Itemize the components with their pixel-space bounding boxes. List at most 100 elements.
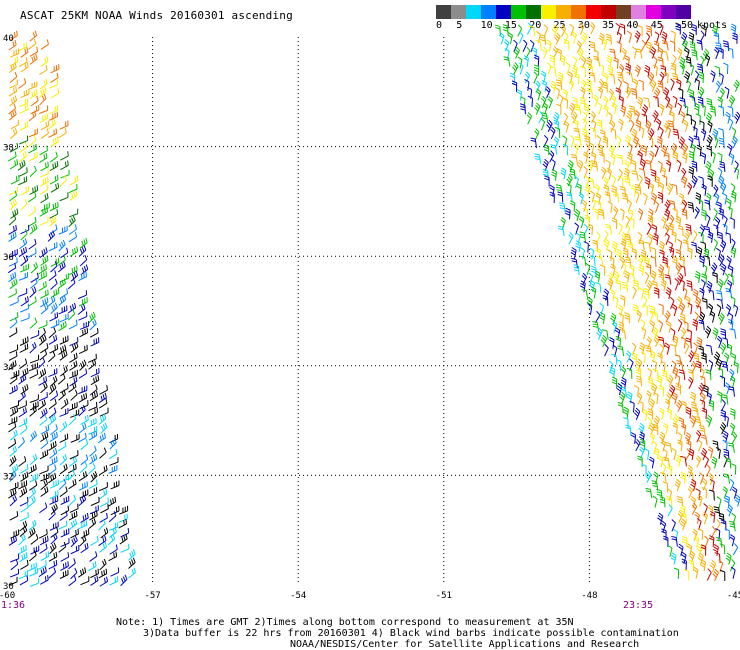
wind-barb-feather [688,371,694,375]
wind-barb-feather [45,478,48,485]
note-line-2: 3)Data buffer is 22 hrs from 20160301 4)… [143,628,679,639]
wind-barb-feather [129,552,133,558]
wind-barb-feather [540,39,546,42]
wind-barb-feather [652,64,658,68]
wind-barb-feather [723,354,729,359]
wind-barb-feather [649,400,654,405]
wind-barb-feather [599,32,605,37]
wind-barb-feather [679,99,685,103]
wind-barb-feather [682,151,688,155]
wind-barb-feather [44,349,48,355]
wind-barb-feather [534,107,539,112]
wind-barb-feather [53,567,57,573]
wind-barb-feather [619,208,625,212]
wind-barb-feather [591,165,598,168]
wind-barb [48,133,57,138]
wind-barb-feather [568,162,573,167]
wind-barb-feather [685,226,691,229]
wind-barb-feather [587,164,592,169]
wind-barb-feather [556,81,562,85]
wind-barb-feather [689,95,695,99]
wind-barb-feather [14,494,18,500]
wind-barb-feather [511,80,517,84]
wind-barb-feather [36,185,39,191]
wind-barb-feather [646,120,652,125]
wind-barb-feather [652,423,658,427]
wind-barb [67,473,75,481]
wind-barb-feather [575,240,581,244]
wind-barb [518,34,524,44]
wind-barb-feather [636,312,641,317]
wind-barb-feather [591,197,596,202]
wind-barb-feather [699,552,704,557]
wind-barb-feather [703,225,710,228]
wind-barb-feather [709,535,715,539]
wind-barb-feather [619,258,625,264]
wind-barb [729,459,732,469]
wind-barb-feather [559,59,565,63]
wind-barb-feather [680,62,685,67]
wind-barb-feather [689,46,695,49]
wind-barb-feather [695,194,701,198]
wind-barb-feather [586,62,592,66]
wind-barb-feather [26,367,29,373]
wind-barb [120,532,129,538]
wind-barb-feather [619,328,625,332]
wind-barb-feather [94,561,97,567]
wind-barb [704,459,710,468]
wind-barb-feather [616,251,622,255]
wind-barb-feather [12,211,15,217]
wind-barb-feather [103,529,107,535]
wind-barb-feather [46,184,49,190]
wind-barb [687,83,692,93]
wind-barb-feather [43,480,47,486]
wind-barb [28,524,37,531]
wind-barb-feather [718,512,724,516]
wind-barb-feather [676,264,681,270]
wind-barb-feather [686,282,692,285]
wind-barb [544,82,547,92]
wind-barb-feather [650,150,655,155]
wind-barb [58,394,66,401]
wind-barb [623,297,626,307]
wind-barb-feather [669,200,675,203]
wind-barb-feather [611,245,617,250]
wind-barb [659,163,663,173]
wind-barb-feather [672,208,678,211]
wind-barb-feather [13,31,16,38]
wind-barb-feather [724,272,729,278]
wind-barb [593,122,597,132]
wind-barb-feather [723,453,729,457]
wind-barb-feather [713,327,719,332]
wind-barb-feather [52,534,56,540]
wind-barb-feather [103,447,107,453]
wind-barb-feather [689,150,695,154]
wind-barb-feather [695,421,701,424]
wind-barb-feather [676,360,682,363]
wind-barb-feather [647,381,653,385]
wind-barb-feather [675,23,681,26]
wind-barb-feather [631,357,637,361]
wind-barb-feather [559,202,565,205]
wind-barb-feather [106,384,108,391]
wind-barb-feather [552,48,557,53]
wind-barb-feather [698,387,703,392]
wind-barb-feather [112,528,116,534]
wind-barb-feather [652,331,657,336]
wind-barb-feather [665,95,671,100]
wind-barb-feather [696,147,702,151]
wind-barb-feather [590,288,596,293]
wind-barb-feather [542,117,548,120]
wind-barb [683,370,686,381]
wind-barb [725,226,728,236]
wind-barb-feather [85,368,88,374]
wind-barb-feather [53,407,57,413]
wind-barb [554,67,557,77]
wind-barb-feather [725,382,731,387]
wind-barb-feather [683,199,688,204]
wind-barb [48,274,57,282]
wind-barb-feather [659,105,664,110]
wind-barb-feather [586,57,592,61]
wind-barb-feather [654,144,659,149]
wind-barb-feather [730,28,736,32]
